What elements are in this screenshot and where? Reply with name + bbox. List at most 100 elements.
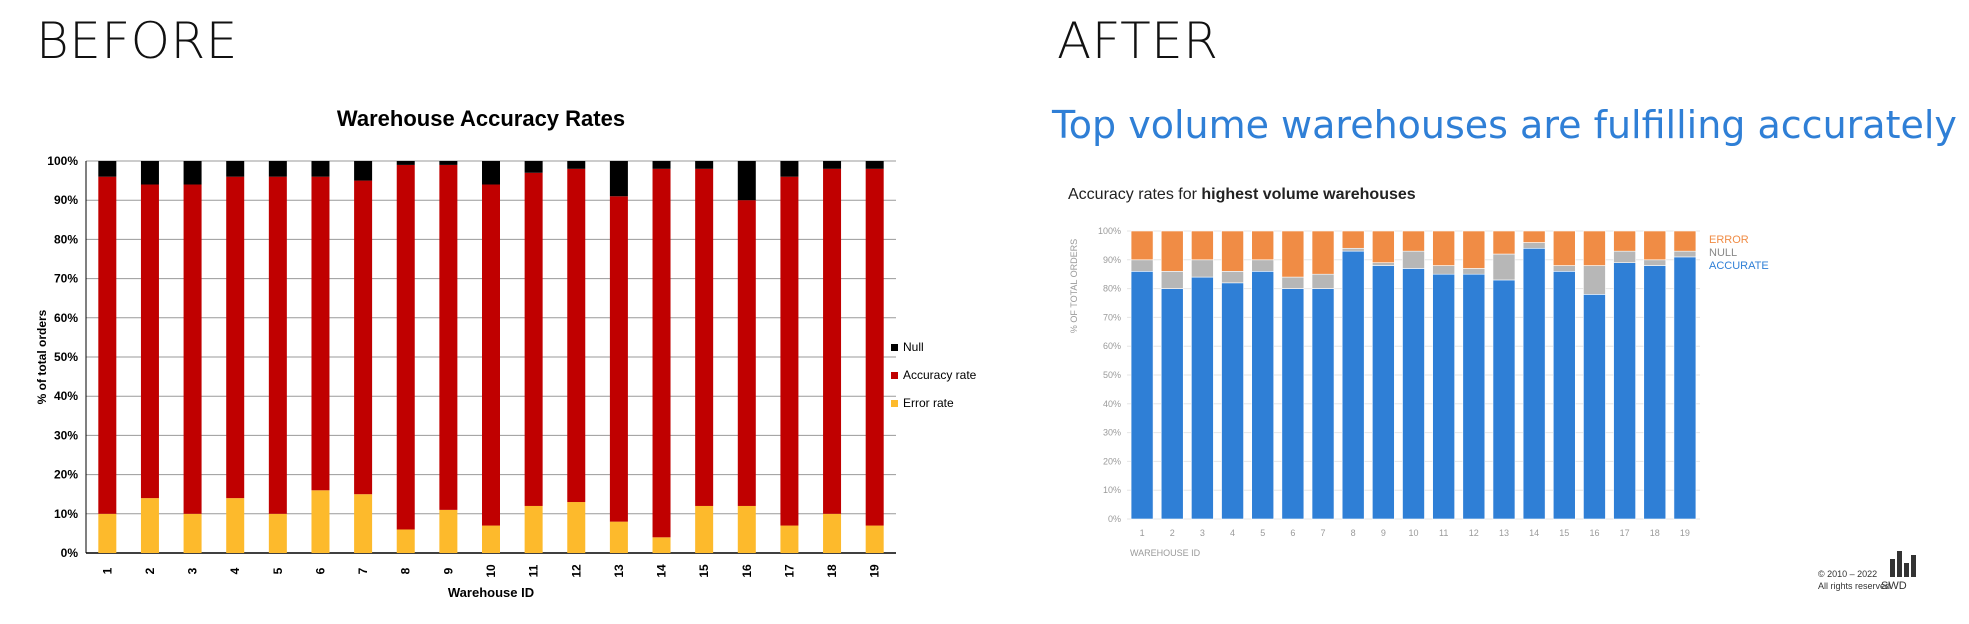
bar-segment <box>652 537 671 553</box>
x-tick-label: 2 <box>143 567 157 574</box>
bar-segment <box>823 513 842 553</box>
copyright-line-2: All rights reserved <box>1818 581 1891 591</box>
bar-segment <box>1402 230 1425 252</box>
bar-segment <box>482 184 500 526</box>
x-tick-label: 5 <box>1260 528 1265 538</box>
y-tick-label: 50% <box>54 350 78 364</box>
y-tick-label: 40% <box>54 389 78 403</box>
bar-segment <box>737 161 756 201</box>
bar-segment <box>1402 250 1425 269</box>
bar-segment <box>1221 271 1244 284</box>
bar-segment <box>268 176 287 514</box>
bar-segment <box>1552 265 1576 272</box>
bar-segment <box>1130 271 1154 520</box>
bar-segment <box>396 529 415 553</box>
x-tick-label: 18 <box>1650 528 1660 538</box>
bar-segment <box>695 161 714 169</box>
bar-segment <box>1432 230 1455 266</box>
y-tick-label: 30% <box>54 428 78 442</box>
x-tick-label: 17 <box>782 564 796 578</box>
legend-label: NULL <box>1709 247 1737 259</box>
x-tick-label: 6 <box>313 567 327 574</box>
bar-segment <box>1372 265 1395 520</box>
legend-swatch <box>891 400 898 407</box>
bar-segment <box>98 513 117 553</box>
x-tick-label: 16 <box>1589 528 1599 538</box>
legend-label: ERROR <box>1709 234 1749 246</box>
bar-segment <box>1583 265 1606 295</box>
x-tick-label: 18 <box>825 564 839 578</box>
bar-segment <box>482 161 500 185</box>
x-tick-label: 1 <box>100 567 114 574</box>
bar-segment <box>1583 230 1606 266</box>
y-tick-label: 70% <box>54 272 78 286</box>
x-tick-label: 13 <box>1499 528 1509 538</box>
bar-segment <box>737 200 756 506</box>
bar-segment <box>1160 271 1184 289</box>
legend-label: ACCURATE <box>1709 260 1769 272</box>
bar-segment <box>652 161 671 169</box>
x-tick-label: 2 <box>1170 528 1175 538</box>
legend-swatch <box>891 344 898 351</box>
bar-segment <box>865 161 884 169</box>
bar-segment <box>1311 273 1335 289</box>
bar-segment <box>1341 250 1365 520</box>
x-tick-label: 7 <box>1321 528 1326 538</box>
bar-segment <box>1492 253 1516 281</box>
x-tick-label: 9 <box>1381 528 1386 538</box>
bar-segment <box>865 525 884 553</box>
bar-segment <box>439 164 458 510</box>
bar-segment <box>1191 259 1214 278</box>
x-tick-label: 8 <box>399 567 413 574</box>
bar-segment <box>354 180 373 495</box>
bar-segment <box>354 161 373 181</box>
bar-segment <box>439 509 458 553</box>
bar-segment <box>1251 230 1275 261</box>
bar-segment <box>524 161 543 173</box>
bar-segment <box>609 161 628 197</box>
bar-segment <box>268 161 287 177</box>
bar-segment <box>1311 288 1335 520</box>
bar-segment <box>140 498 159 553</box>
y-tick-label: 40% <box>1103 399 1121 409</box>
bar-segment <box>1311 230 1335 275</box>
bar-segment <box>1673 256 1697 520</box>
bar-segment <box>1281 276 1305 289</box>
before-panel-label: BEFORE <box>36 12 238 70</box>
x-tick-label: 4 <box>1230 528 1235 538</box>
y-tick-label: 10% <box>54 507 78 521</box>
bar-segment <box>226 176 245 499</box>
bar-segment <box>1251 271 1275 520</box>
bar-segment <box>1221 230 1244 272</box>
y-tick-label: 100% <box>1098 226 1121 236</box>
y-tick-label: 100% <box>47 154 78 168</box>
bar-segment <box>567 168 586 503</box>
bar-segment <box>652 168 671 538</box>
x-tick-label: 11 <box>527 564 541 577</box>
y-axis-title: % of total orders <box>35 309 49 404</box>
y-tick-label: 0% <box>1108 514 1121 524</box>
bar-segment <box>1643 259 1667 266</box>
subtitle-prefix: Accuracy rates for <box>1068 186 1201 203</box>
bar-segment <box>1402 268 1425 520</box>
x-axis-title: WAREHOUSE ID <box>1130 548 1201 558</box>
bar-segment <box>1613 250 1636 263</box>
bar-segment <box>98 176 117 514</box>
x-tick-label: 13 <box>612 564 626 578</box>
x-tick-label: 12 <box>1469 528 1479 538</box>
bar-segment <box>311 490 330 553</box>
y-tick-label: 20% <box>1103 456 1121 466</box>
bar-segment <box>140 161 159 185</box>
x-axis-title: Warehouse ID <box>448 585 534 600</box>
bar-segment <box>1191 230 1214 261</box>
y-tick-label: 60% <box>1103 341 1121 351</box>
copyright-line-1: © 2010 – 2022 <box>1818 569 1878 579</box>
bar-segment <box>1643 265 1667 520</box>
x-tick-label: 17 <box>1620 528 1630 538</box>
y-tick-label: 60% <box>54 311 78 325</box>
bar-segment <box>737 505 756 553</box>
bar-segment <box>1643 230 1667 261</box>
bar-segment <box>780 176 799 526</box>
y-tick-label: 50% <box>1103 370 1121 380</box>
